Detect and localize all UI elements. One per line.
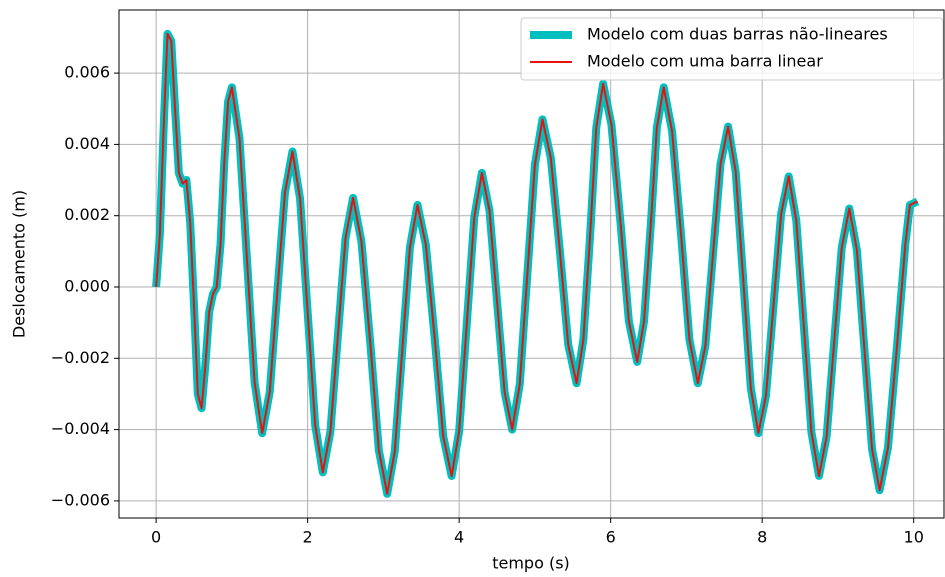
y-tick-label: −0.004 [51,419,110,438]
x-axis-label: tempo (s) [492,554,570,573]
y-axis-label: Deslocamento (m) [10,190,29,338]
x-tick-label: 8 [757,528,767,547]
legend-label: Modelo com duas barras não-lineares [587,25,888,44]
y-tick-label: 0.002 [64,205,110,224]
x-tick-label: 0 [151,528,161,547]
x-tick-label: 10 [904,528,924,547]
plot-frame [118,9,945,519]
legend-box [520,17,944,81]
y-tick-label: 0.006 [64,63,110,82]
data-line [152,29,920,498]
y-tick-label: 0.004 [64,134,110,153]
x-tick-label: 2 [303,528,313,547]
y-tick-label: −0.002 [51,348,110,367]
legend-label: Modelo com uma barra linear [587,52,823,71]
y-tick-label: 0.000 [64,276,110,295]
y-tick-label: −0.006 [51,490,110,509]
data-line [155,32,918,495]
x-tick-label: 4 [454,528,464,547]
x-tick-label: 6 [606,528,616,547]
